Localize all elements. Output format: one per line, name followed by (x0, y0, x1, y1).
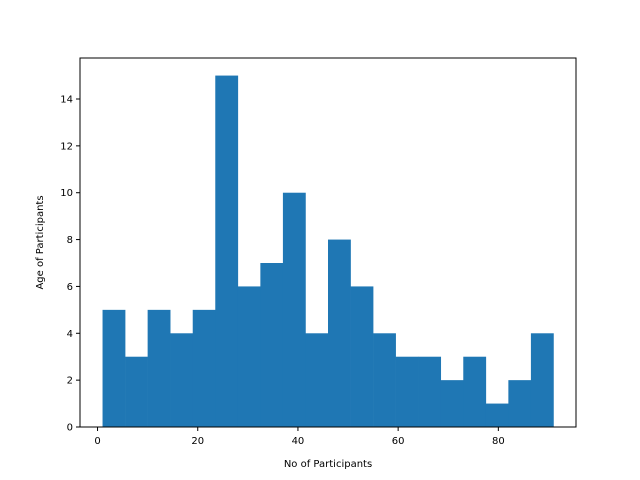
histogram-bar (102, 309, 126, 427)
histogram-bar (215, 75, 239, 428)
x-tick-label: 20 (191, 436, 204, 447)
x-tick-label: 60 (392, 436, 405, 447)
histogram-bar (418, 356, 442, 427)
histogram-bar (192, 309, 216, 427)
y-tick-label: 14 (60, 95, 73, 106)
y-tick-label: 0 (67, 423, 73, 434)
y-tick-label: 10 (60, 188, 73, 199)
histogram-bar (395, 356, 419, 427)
histogram-bar (170, 333, 194, 427)
x-tick-label: 40 (292, 436, 305, 447)
histogram-bar (463, 356, 487, 427)
bars-group (102, 75, 554, 428)
histogram-bar (328, 239, 351, 427)
histogram-bar (305, 333, 329, 427)
y-tick-label: 2 (67, 376, 73, 387)
histogram-bar (508, 380, 532, 427)
y-axis-label: Age of Participants (35, 195, 46, 289)
histogram-bar (237, 286, 261, 427)
histogram-bar (282, 192, 306, 427)
histogram-bar (125, 356, 148, 427)
histogram-bar (260, 263, 284, 427)
histogram-bar (530, 333, 554, 427)
histogram-bar (440, 380, 464, 427)
x-ticks-group: 0 20 40 60 80 (94, 427, 505, 447)
y-tick-label: 8 (67, 235, 73, 246)
histogram-bar (485, 403, 509, 427)
x-axis-label: No of Participants (284, 459, 372, 470)
axes-frame (79, 57, 577, 428)
x-tick-label: 80 (492, 436, 505, 447)
histogram-bar (147, 309, 171, 427)
y-tick-label: 12 (60, 141, 73, 152)
y-tick-label: 6 (67, 282, 73, 293)
histogram-bar (350, 286, 374, 427)
y-ticks-group: 0 2 4 6 8 10 12 14 (60, 95, 80, 434)
histogram-bar (373, 333, 396, 427)
y-tick-label: 4 (67, 329, 73, 340)
x-tick-label: 0 (94, 436, 100, 447)
